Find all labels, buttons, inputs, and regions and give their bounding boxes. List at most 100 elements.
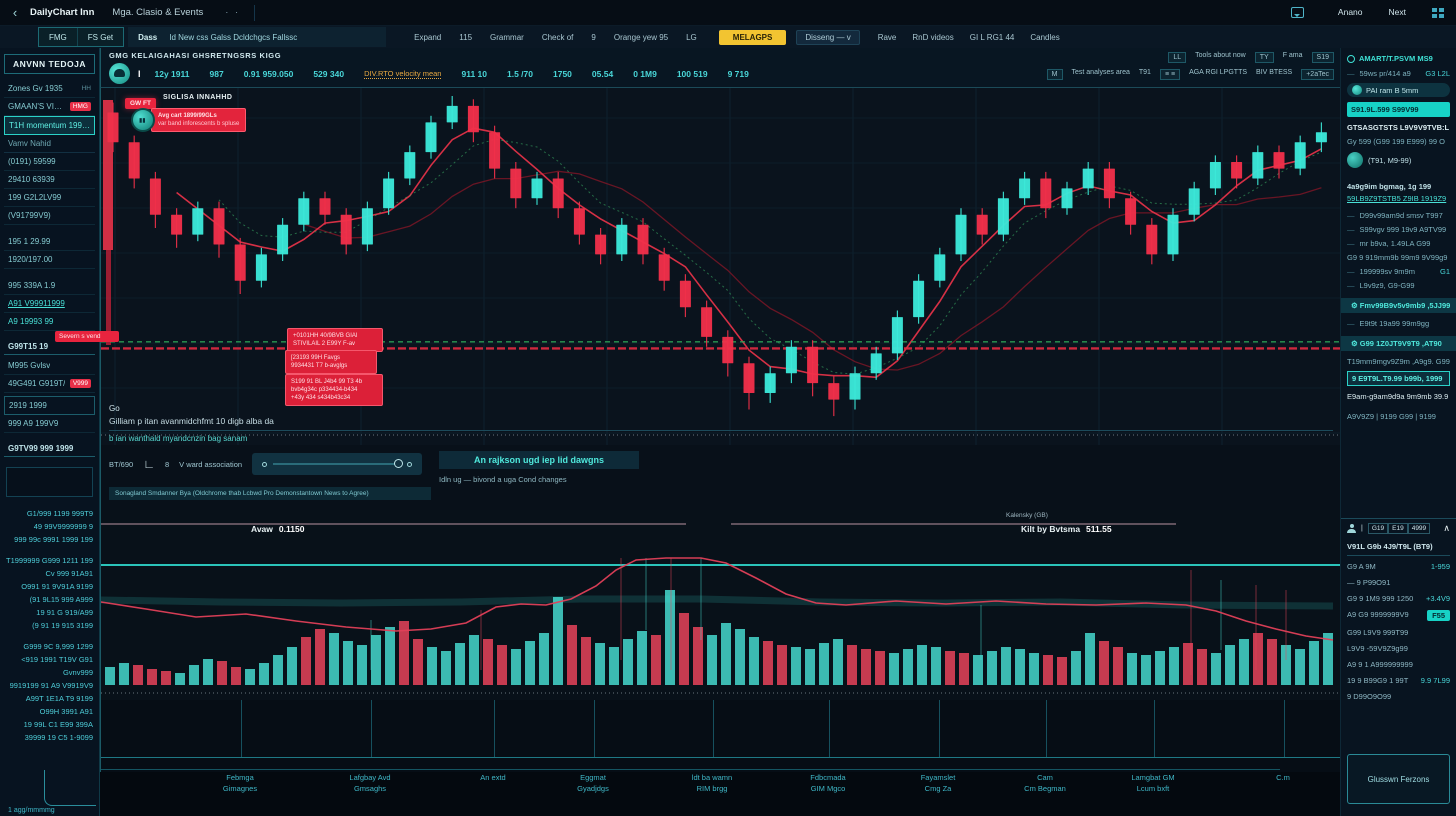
association-dropdown[interactable]: V ward association [179, 459, 243, 469]
chart-control-r1-2[interactable]: Tools about now [1195, 52, 1246, 59]
chart-control-r2-3[interactable]: T91 [1138, 69, 1151, 76]
mid-alert-2[interactable]: [23193 99H Favgs 9934431 T7 b-avglgs [285, 350, 377, 374]
symbol-badge: I [138, 68, 141, 79]
toolbar-item-2[interactable]: 115 [459, 32, 473, 42]
panel-chip-1[interactable]: G19 [1367, 523, 1389, 534]
rs-row-14: L9v9z9, G9-G99 [1347, 281, 1450, 290]
chart-control-r2-5[interactable]: AGA RGI LPGTTS [1189, 69, 1248, 76]
ai-insight-panel[interactable]: An rajkson ugd iep lid dawgns [439, 451, 639, 469]
back-chevron-icon[interactable]: ‹ [12, 5, 18, 20]
grid-apps-icon[interactable] [1432, 7, 1444, 18]
watchlist-item-12[interactable]: A91 V99911999 [4, 295, 95, 313]
ticker-stat-10: 0 1M9 [633, 68, 657, 79]
indicator-panel[interactable]: Avaw 0.1150 Kalensky (GB) Kilt by Bvtsma 5… [100, 510, 1377, 700]
corner-tool-icon[interactable]: ∟ [143, 457, 155, 471]
panel-sep: | [1361, 525, 1363, 532]
mid-alert-3[interactable]: S199 91 BL J4b4 99 T3 4b bvb4g34c p334434… [285, 374, 383, 406]
stat-line-8: 19 91 G 919/A99 [36, 608, 93, 617]
mid-alert-2-line-1: [23193 99H Favgs [291, 355, 341, 361]
watchlist-item-2[interactable]: GMAAN'S VISVTSHMG [4, 98, 95, 116]
watchlist-item-6[interactable]: 29410 63939 [4, 171, 95, 189]
toolbar-item-3[interactable]: Grammar [490, 32, 524, 42]
main-candlestick-chart[interactable]: GW FT SIGLISA INNAHHD Avg cart 1899/99GL… [100, 88, 1340, 445]
toolbar-button-1[interactable]: FMG [49, 32, 67, 42]
chart-control-r1-1[interactable]: LL [1168, 52, 1187, 63]
watchlist-item-10[interactable]: 1920/197.00 [4, 251, 95, 269]
chart-control-r2-1[interactable]: M [1046, 69, 1063, 80]
symbol-avatar[interactable] [109, 63, 130, 84]
toolbar-item-1[interactable]: Expand [414, 32, 442, 42]
ticker-stat-5: DIV.RTO velocity mean [364, 68, 442, 79]
toolbar-right-item-2[interactable]: RnD videos [912, 32, 954, 42]
watchlist-item-1[interactable]: Zones Gv 1935 HH [4, 80, 95, 98]
watchlist2-item-3[interactable]: 2919 1999 [4, 396, 95, 415]
toolbar-item-6[interactable]: Orange yew 95 [613, 32, 669, 42]
support-level-tag[interactable]: Severn s vend [55, 331, 119, 342]
chart-control-r2-7[interactable]: +2aTec [1301, 69, 1334, 80]
toolbar-item-5[interactable]: 9 [591, 32, 596, 42]
rs-highlight-3[interactable]: S91.9L.599 S99V99 [1347, 102, 1450, 117]
chart-title: GMG KELAIGAHASI GHSRETNGSRS KIGG [109, 51, 282, 60]
rs-pill-2[interactable]: PAI ram B 5mm [1347, 83, 1450, 97]
watchlist2-item-4[interactable]: 999 A9 199V9 [4, 415, 95, 433]
watchlist-item-8[interactable]: (V91799V9) [4, 207, 95, 225]
rs-highlight2-19[interactable]: 9 E9T9L.T9.99 b99b, 1999 [1347, 371, 1450, 386]
strip-line-upper [101, 757, 1340, 758]
collapse-chevron-icon[interactable]: ∧ [1443, 523, 1450, 533]
bottom-strip [100, 700, 1340, 772]
overlay-select[interactable]: Disseng — v [796, 29, 860, 45]
alert-callout-top[interactable]: Avg cart 1899/99GLs var band inforescents… [131, 108, 247, 132]
rs-row-13: 199999sv 9m9m G1 [1347, 267, 1451, 276]
rs-section-header-17[interactable]: ⚙ G99 1Z0JT9V9T9 ,AT90 [1341, 336, 1456, 351]
rs-row-label: E9t9t 19a99 99m9gg [1359, 319, 1430, 328]
chart-control-r1-5[interactable]: S19 [1311, 52, 1334, 63]
search-bar[interactable]: Dass Id New css Galss Dcldchgcs Fallssc [128, 27, 387, 47]
ticker-stat-6: 911 10 [461, 68, 487, 79]
watchlist-item-13[interactable]: A9 19993 99 [4, 313, 95, 331]
mid-alert-1[interactable]: +0101HH 40/9BVB GIAI STIVILAIL 2 E99Y F-a… [287, 328, 383, 352]
watchlist2-item-1[interactable]: M995 Gvlsv [4, 357, 95, 375]
titlebar-link-2[interactable]: Next [1388, 7, 1406, 17]
stat-line-12: Gvnv999 [62, 668, 93, 677]
toolbar-right-item-4[interactable]: Candles [1030, 32, 1060, 42]
upgrade-button[interactable]: MELAGPS [718, 29, 787, 45]
chart-control-r2-4[interactable]: ≡ ≡ [1159, 69, 1181, 80]
new-badge: HMG [69, 102, 91, 111]
corner-alert-tag[interactable]: GW FT [125, 98, 156, 109]
toolbar-button-2[interactable]: FS Get [76, 28, 123, 46]
watchlist-item-4[interactable]: Vamv Nahid [4, 135, 95, 153]
more-dots-icon[interactable]: · · [225, 7, 241, 18]
watchlist-item-label: (V91799V9) [8, 211, 51, 220]
timeline-slider[interactable] [252, 453, 423, 475]
watchlist-item-5[interactable]: (0191) 59599 [4, 153, 95, 171]
x-axis-l2: RIM brgg [696, 784, 728, 793]
strip-gridline-6 [829, 700, 830, 757]
chart-control-r1-4[interactable]: F ama [1282, 52, 1303, 59]
titlebar-link-1[interactable]: Anano [1337, 7, 1363, 17]
rs-section-header-15[interactable]: ⚙ Fmv99B9v5v9mb9 ,5JJ99 [1341, 298, 1456, 313]
chat-icon[interactable] [1290, 7, 1304, 18]
toolbar-item-4[interactable]: Check of [541, 32, 574, 42]
watchlist-item-7[interactable]: 199 G2L2LV99 [4, 189, 95, 207]
toolbar-right-item-1[interactable]: Rave [877, 32, 897, 42]
panel-action-button[interactable]: Glusswn Ferzons [1347, 754, 1450, 804]
rs-link-8[interactable]: 59LB9Z9TSTB5 Z9IB 1919Z9 [1347, 194, 1447, 203]
watchlist-item-11[interactable]: 995 339A 1.9 [4, 277, 95, 295]
person-icon[interactable] [1347, 524, 1356, 533]
watchlist2-item-label: 49G491 G919T/ [8, 379, 66, 388]
chart-control-r2-2[interactable]: Test analyses area [1071, 69, 1130, 76]
mid-alert-2-line-2: 9934431 T7 b-avglgs [291, 363, 348, 369]
watchlist-item-9[interactable]: 195 1 29.99 [4, 233, 95, 251]
toolbar-right-item-3[interactable]: GI L RG1 44 [969, 32, 1015, 42]
panel-chip-3[interactable]: 4999 [1407, 523, 1431, 534]
stat-line-3: 999 99c 9991 1999 199 [14, 535, 93, 544]
panel-chip-2[interactable]: E19 [1388, 523, 1408, 534]
slider-knob[interactable] [394, 459, 404, 468]
candlestick-canvas [101, 88, 1340, 445]
chart-control-r1-3[interactable]: TY [1254, 52, 1274, 63]
watchlist2-item-2[interactable]: 49G491 G919T/V999 [4, 375, 95, 393]
toolbar-item-7[interactable]: LG [686, 32, 697, 42]
step-value[interactable]: 8 [164, 459, 170, 469]
chart-control-r2-6[interactable]: BIV BTESS [1256, 69, 1293, 76]
